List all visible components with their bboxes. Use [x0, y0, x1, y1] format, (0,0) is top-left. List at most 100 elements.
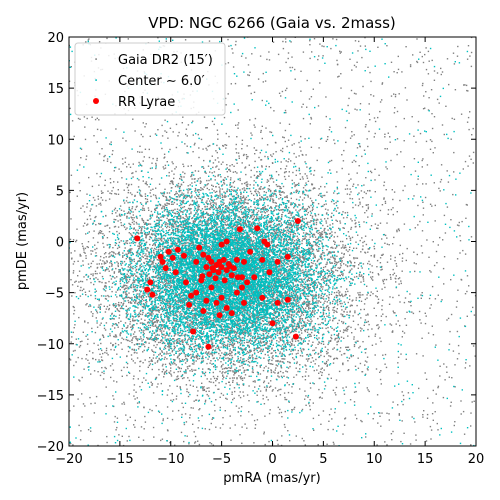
data-point	[202, 358, 203, 359]
data-point	[101, 148, 102, 149]
data-point	[90, 305, 91, 306]
data-point	[234, 187, 235, 188]
data-point	[229, 298, 230, 299]
data-point	[280, 273, 281, 274]
data-point	[145, 237, 146, 238]
data-point	[141, 246, 142, 247]
data-point	[364, 303, 365, 304]
data-point	[259, 195, 260, 196]
data-point	[98, 307, 99, 308]
data-point	[114, 327, 115, 328]
data-point	[178, 218, 179, 219]
data-point	[147, 234, 148, 235]
data-point	[138, 233, 139, 234]
data-point	[134, 362, 135, 363]
data-point	[90, 250, 91, 251]
data-point	[109, 198, 110, 199]
data-point	[361, 190, 362, 191]
data-point	[126, 200, 127, 201]
data-point	[275, 387, 276, 388]
data-point	[188, 208, 189, 209]
data-point	[133, 395, 134, 396]
data-point	[87, 322, 88, 323]
data-point	[359, 202, 360, 203]
data-point	[310, 362, 311, 363]
data-point	[162, 246, 163, 247]
data-point	[347, 329, 348, 330]
data-point	[317, 302, 318, 303]
data-point	[237, 124, 238, 125]
data-point	[226, 221, 227, 222]
data-point	[348, 231, 349, 232]
data-point	[326, 307, 327, 308]
data-point	[104, 306, 105, 307]
data-point	[223, 395, 224, 396]
data-point	[371, 172, 372, 173]
data-point	[324, 281, 325, 282]
data-point	[167, 394, 168, 395]
data-point	[87, 203, 88, 204]
data-point	[263, 398, 264, 399]
data-point	[342, 323, 343, 324]
data-point	[185, 358, 186, 359]
data-point	[74, 250, 75, 251]
data-point	[297, 255, 298, 256]
data-point	[313, 402, 314, 403]
data-point	[195, 189, 196, 190]
data-point	[133, 333, 134, 334]
data-point	[151, 318, 152, 319]
data-point	[269, 166, 270, 167]
data-point	[370, 277, 371, 278]
data-point	[89, 291, 90, 292]
data-point	[364, 364, 365, 365]
data-point	[104, 185, 105, 186]
data-point	[181, 192, 182, 193]
data-point	[179, 368, 180, 369]
data-point	[135, 229, 136, 230]
data-point	[198, 198, 199, 199]
data-point	[292, 172, 293, 173]
data-point	[350, 218, 351, 219]
data-point	[156, 297, 157, 298]
data-point	[230, 353, 231, 354]
data-point	[105, 311, 106, 312]
data-point	[270, 198, 271, 199]
data-point	[115, 212, 116, 213]
data-point	[277, 356, 278, 357]
data-point	[95, 252, 96, 253]
data-point	[160, 342, 161, 343]
data-point	[143, 297, 144, 298]
data-point	[398, 295, 399, 296]
data-point	[258, 352, 259, 353]
data-point	[313, 311, 314, 312]
data-point	[238, 358, 239, 359]
data-point	[206, 341, 207, 342]
data-point	[238, 200, 239, 201]
data-point	[296, 175, 297, 176]
data-point	[326, 141, 327, 142]
data-point	[310, 123, 311, 124]
data-point	[321, 197, 322, 198]
data-point	[326, 222, 327, 223]
data-point	[378, 175, 379, 176]
data-point	[100, 259, 101, 260]
data-point	[264, 381, 265, 382]
data-point	[229, 346, 230, 347]
data-point	[129, 232, 130, 233]
data-point	[230, 415, 231, 416]
data-point	[347, 326, 348, 327]
data-point	[273, 194, 274, 195]
data-point	[314, 353, 315, 354]
data-point	[244, 187, 245, 188]
data-point	[343, 322, 344, 323]
data-point	[107, 244, 108, 245]
data-point	[118, 168, 119, 169]
data-point	[239, 366, 240, 367]
data-point	[420, 322, 421, 323]
data-point	[80, 345, 81, 346]
data-point	[364, 309, 365, 310]
data-point	[76, 229, 77, 230]
data-point	[126, 306, 127, 307]
data-point	[305, 364, 306, 365]
data-point	[161, 355, 162, 356]
